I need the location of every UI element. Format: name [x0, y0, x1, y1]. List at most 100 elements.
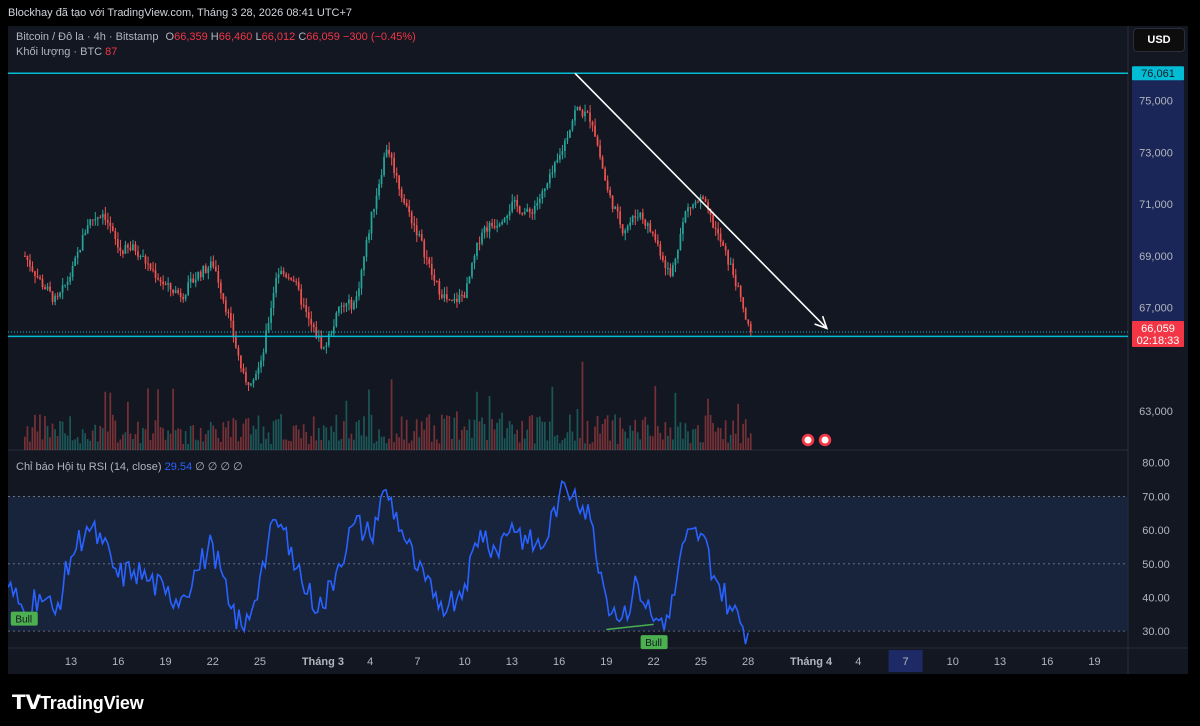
- candle-body: [717, 229, 719, 234]
- time-tick-label: 16: [553, 656, 565, 668]
- volume-bar: [322, 425, 325, 450]
- close-value: 66,059: [306, 31, 340, 43]
- candle-body: [654, 233, 657, 241]
- chart-frame[interactable]: 75,000 73,000 71,000 69,000 67,000 63,000 76,0…: [8, 26, 1188, 674]
- volume-bar: [134, 434, 137, 450]
- candle-body: [335, 312, 338, 327]
- candle-body: [74, 257, 76, 266]
- volume-bar: [106, 431, 109, 450]
- candle-body: [26, 256, 29, 260]
- volume-bar: [591, 442, 594, 450]
- candle-body: [322, 346, 325, 349]
- bar-countdown-label: 02:18:33: [1137, 335, 1180, 347]
- candle-body: [235, 337, 237, 348]
- candle-body: [355, 296, 358, 303]
- symbol-label: Bitcoin / Đô la · 4h · Bitstamp: [16, 31, 159, 43]
- volume-bar: [644, 416, 647, 450]
- volume-bar: [594, 426, 596, 450]
- volume-bars: [24, 361, 752, 450]
- time-tick-label: Tháng 4: [790, 656, 833, 668]
- volume-bar: [41, 439, 44, 450]
- candle-body: [111, 226, 114, 231]
- volume-bar: [129, 433, 132, 450]
- volume-bar: [121, 434, 124, 450]
- candle-body: [89, 219, 92, 226]
- candle-body: [109, 222, 112, 227]
- candle-body: [348, 299, 350, 304]
- trend-arrow-head: [814, 315, 829, 330]
- candle-body: [604, 168, 606, 181]
- candle-body: [134, 244, 137, 252]
- volume-bar: [152, 433, 154, 450]
- volume-bar: [167, 430, 169, 450]
- candle-body: [330, 333, 333, 335]
- candle-body: [709, 209, 712, 216]
- candle-body: [237, 347, 240, 356]
- time-tick-label: 7: [414, 656, 420, 668]
- volume-bar: [307, 443, 310, 450]
- volume-bar: [551, 386, 554, 450]
- candle-body: [571, 120, 574, 130]
- volume-bar: [317, 427, 320, 450]
- volume-bar: [646, 424, 649, 450]
- candle-body: [147, 263, 149, 265]
- volume-bar: [81, 429, 84, 450]
- candle-body: [358, 288, 360, 297]
- candle-body: [343, 305, 345, 307]
- volume-bar: [727, 442, 729, 450]
- volume-bar: [483, 424, 486, 450]
- candle-body: [252, 379, 255, 384]
- candle-body: [461, 294, 463, 296]
- candle-body: [353, 302, 355, 310]
- candle-body: [438, 281, 441, 295]
- candle-body: [287, 277, 290, 279]
- volume-bar: [471, 437, 473, 450]
- volume-bar: [245, 418, 247, 450]
- volume-bar: [677, 426, 679, 450]
- volume-bar: [86, 439, 89, 450]
- candle-body: [626, 225, 629, 231]
- candle-body: [260, 360, 262, 368]
- volume-bar: [280, 414, 282, 450]
- candle-body: [29, 259, 31, 267]
- chart-canvas[interactable]: 75,000 73,000 71,000 69,000 67,000 63,000 76,0…: [8, 26, 1188, 674]
- candle-body: [250, 383, 252, 386]
- rsi-tick-label: 70.00: [1142, 491, 1170, 503]
- candle-body: [385, 149, 388, 157]
- candle-body: [584, 111, 586, 117]
- volume-bar: [561, 439, 564, 450]
- candle-body: [31, 266, 34, 272]
- candle-body: [599, 145, 601, 158]
- candle-body: [192, 278, 195, 283]
- candle-body: [297, 281, 300, 290]
- candle-body: [202, 265, 205, 278]
- volume-bar: [694, 428, 697, 450]
- volume-bar: [229, 437, 232, 450]
- volume-bar: [267, 432, 270, 450]
- volume-bar: [659, 432, 662, 450]
- volume-bar: [242, 423, 245, 450]
- candle-body: [408, 206, 411, 213]
- currency-button[interactable]: USD: [1133, 28, 1185, 52]
- volume-bar: [197, 440, 200, 450]
- volume-bar: [702, 442, 704, 450]
- tradingview-logo[interactable]: 𝗧𝗩TradingView: [12, 690, 144, 715]
- candle-body: [531, 212, 534, 214]
- candle-body: [586, 111, 589, 113]
- volume-bar: [147, 388, 149, 450]
- volume-bar: [456, 411, 458, 450]
- volume-bar: [692, 429, 694, 450]
- volume-bar: [177, 428, 179, 450]
- volume-bar: [287, 440, 290, 450]
- time-tick-label: 28: [742, 656, 754, 668]
- candle-body: [327, 333, 330, 346]
- rsi-tick-label: 50.00: [1142, 559, 1170, 571]
- volume-bar: [59, 421, 61, 450]
- volume-bar: [282, 439, 285, 450]
- candle-body: [644, 219, 647, 226]
- candle-body: [415, 225, 418, 236]
- volume-label: Khối lượng · BTC: [16, 46, 103, 58]
- candle-body: [481, 232, 483, 244]
- candle-body: [556, 159, 559, 163]
- volume-bar: [109, 392, 112, 450]
